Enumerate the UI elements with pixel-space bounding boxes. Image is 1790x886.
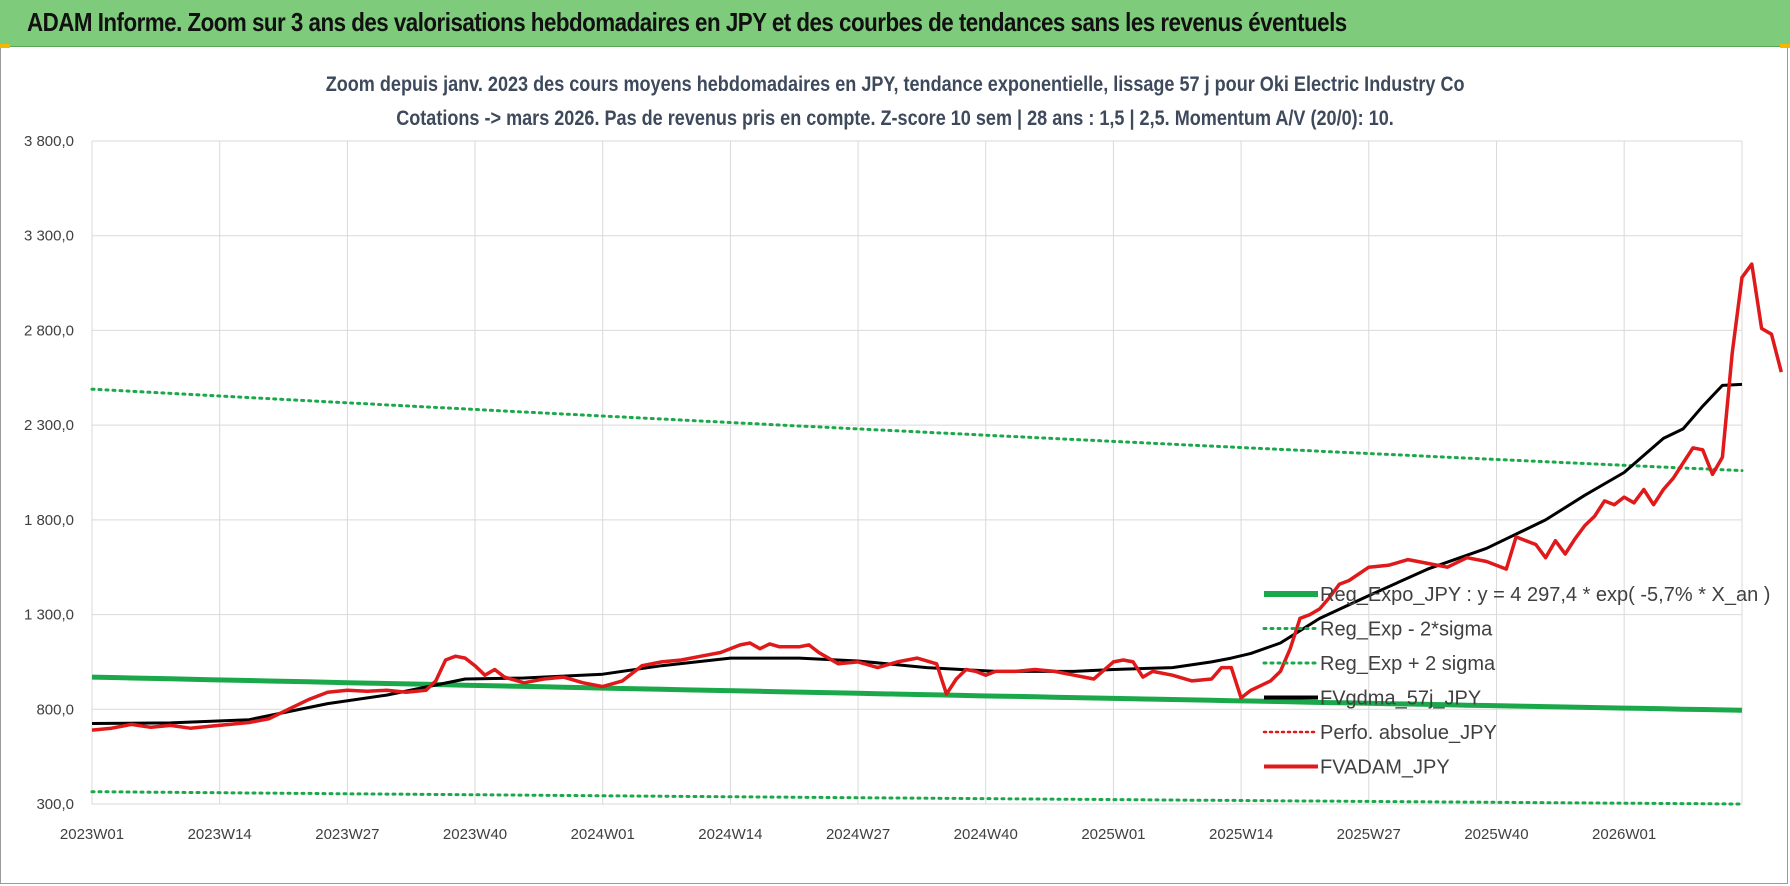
x-tick-label: 2024W01 — [571, 826, 635, 843]
y-tick-label: 1 300,0 — [24, 607, 74, 624]
y-tick-label: 300,0 — [36, 796, 74, 813]
x-tick-label: 2025W40 — [1464, 826, 1528, 843]
legend-label: FVADAM_JPY — [1320, 757, 1450, 779]
corner-marker-left — [0, 44, 10, 48]
legend-label: Reg_Exp + 2 sigma — [1320, 653, 1496, 675]
y-tick-label: 2 300,0 — [24, 417, 74, 434]
report-title: ADAM Informe. Zoom sur 3 ans des valoris… — [27, 7, 1347, 37]
x-tick-label: 2025W01 — [1081, 826, 1145, 843]
corner-marker-right — [1780, 44, 1790, 48]
x-tick-label: 2023W27 — [315, 826, 379, 843]
y-tick-label: 2 800,0 — [24, 322, 74, 339]
y-tick-label: 3 300,0 — [24, 228, 74, 245]
series-fvgdma — [91, 382, 1743, 725]
legend: Reg_Expo_JPY : y = 4 297,4 * exp( -5,7% … — [1262, 584, 1770, 779]
series-fvadam — [91, 262, 1783, 732]
x-tick-label: 2025W27 — [1337, 826, 1401, 843]
y-tick-label: 1 800,0 — [24, 512, 74, 529]
report-banner: ADAM Informe. Zoom sur 3 ans des valoris… — [0, 0, 1790, 47]
legend-label: Perfo. absolue_JPY — [1320, 722, 1497, 744]
legend-label: Reg_Expo_JPY : y = 4 297,4 * exp( -5,7% … — [1320, 584, 1770, 606]
x-tick-label: 2025W14 — [1209, 826, 1273, 843]
chart-subtitle: Cotations -> mars 2026. Pas de revenus p… — [396, 107, 1394, 130]
series-upper-band — [90, 387, 1744, 473]
legend-label: FVgdma_57j_JPY — [1320, 688, 1481, 710]
x-tick-label: 2024W27 — [826, 826, 890, 843]
x-tick-label: 2024W14 — [698, 826, 762, 843]
legend-label: Reg_Exp - 2*sigma — [1320, 619, 1493, 641]
series-lower-band — [90, 790, 1744, 806]
x-tick-label: 2024W40 — [954, 826, 1018, 843]
y-tick-label: 3 800,0 — [24, 133, 74, 150]
x-tick-label: 2023W14 — [188, 826, 252, 843]
series-reg-expo — [91, 674, 1743, 713]
x-tick-label: 2023W40 — [443, 826, 507, 843]
y-tick-label: 800,0 — [36, 701, 74, 718]
x-tick-label: 2026W01 — [1592, 826, 1656, 843]
x-tick-label: 2023W01 — [60, 826, 124, 843]
chart-title: Zoom depuis janv. 2023 des cours moyens … — [325, 73, 1465, 96]
